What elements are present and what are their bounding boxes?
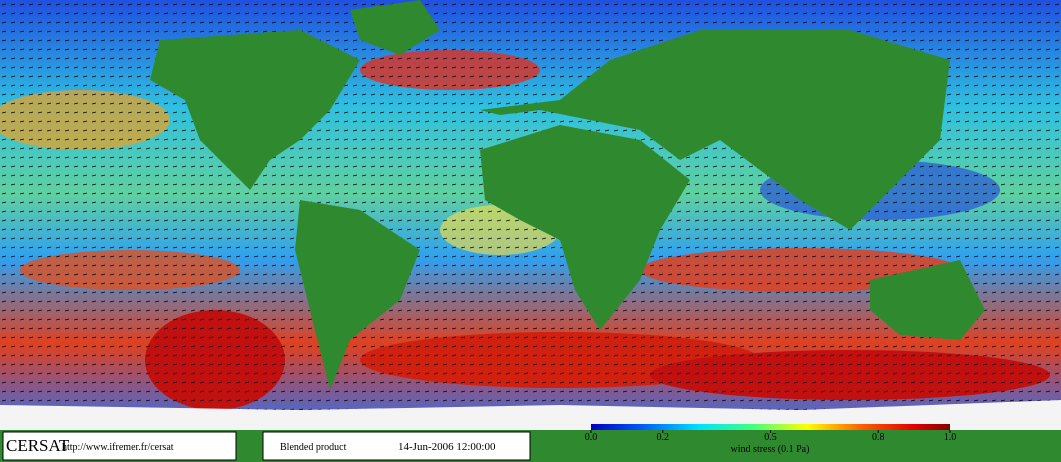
logo: CERSAT <box>6 436 70 455</box>
product-box <box>262 431 531 461</box>
colorbar-tick-label: 0.5 <box>764 432 777 443</box>
colorbar-tick-label: 0.0 <box>585 432 598 443</box>
colorbar-ticks: 0.0 0.2 0.5 0.8 1.0 <box>585 430 957 443</box>
url: http://www.ifremer.fr/cersat <box>62 442 174 453</box>
date: 14-Jun-2006 12:00:00 <box>398 441 496 453</box>
product: Blended product <box>280 442 347 453</box>
colorbar-label: wind stress (0.1 Pa) <box>731 444 810 455</box>
logo-box <box>2 431 237 461</box>
colorbar-tick-label: 0.2 <box>657 432 670 443</box>
land <box>0 0 1061 430</box>
colorbar <box>591 424 950 430</box>
colorbar-tick-label: 1.0 <box>944 432 957 443</box>
colorbar-tick-label: 0.8 <box>872 432 885 443</box>
